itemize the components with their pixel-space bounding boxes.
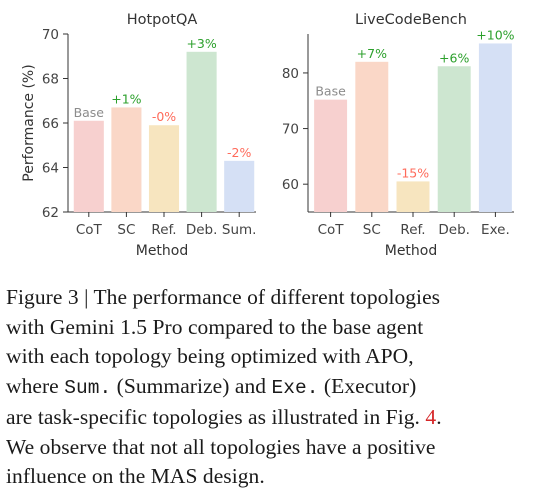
bar-data-label: -0% [152,109,176,124]
x-tick-label: SC [363,222,381,238]
x-tick-label: Ref. [151,222,176,238]
x-tick-label: SC [117,222,135,238]
bar-data-label: -15% [397,165,429,180]
caption-line-5: are task-specific topologies as illustra… [6,405,442,429]
y-tick-label: 66 [42,116,59,132]
caption-line-6: We observe that not all topologies have … [6,434,436,459]
bar [314,99,348,212]
chart-title: LiveCodeBench [355,12,467,28]
bar-data-label: Base [74,105,105,120]
y-tick-label: 62 [42,205,59,221]
code-sum: Sum. [64,376,112,399]
bar [73,120,104,212]
caption-line-7: influence on the MAS design. [6,464,265,488]
x-axis-label: Method [136,243,189,259]
x-tick-label: CoT [76,222,103,238]
bar [355,61,389,212]
y-tick-label: 68 [42,72,59,88]
bar [396,181,430,212]
y-tick-label: 60 [282,177,299,193]
y-axis-label: Performance (%) [21,64,37,181]
x-tick-label: CoT [318,222,345,238]
y-tick-label: 80 [282,66,299,82]
figure-label: Figure 3 | [6,285,94,309]
caption-line-1: Figure 3 | The performance of different … [6,285,441,309]
caption-line-4: where Sum. (Summarize) and Exe. (Executo… [6,373,417,399]
bar-data-label: +6% [439,50,469,65]
charts-figure: HotpotQA 62 64 66 68 70 Performance (%) Base CoT… [21,12,515,259]
y-tick-label: 64 [42,161,59,177]
figure-reference-link[interactable]: 4 [425,405,437,429]
x-axis-label: Method [385,243,438,259]
chart-title: HotpotQA [127,12,198,28]
bar [224,160,255,212]
figure-caption: Figure 3 | The performance of different … [6,283,530,492]
x-tick-label: Ref. [400,222,425,238]
x-tick-label: Deb. [186,222,218,238]
bar-data-label: +1% [111,91,141,106]
y-tick-label: 70 [42,27,59,43]
caption-line-2: with Gemini 1.5 Pro compared to the base… [6,314,424,339]
x-tick-label: Deb. [438,222,470,238]
y-tick-label: 70 [282,122,299,138]
bar [437,66,471,212]
bar [148,125,180,212]
bar-data-label: Base [315,84,346,99]
x-tick-label: Exe. [481,222,510,238]
bar [186,51,217,212]
code-exe: Exe. [271,376,319,399]
bar-data-label: +10% [476,27,514,42]
bar-data-label: +7% [357,46,387,61]
x-tick-label: Sum. [222,222,257,238]
caption-line-3: with each topology being optimized with … [6,344,414,368]
bar-data-label: +3% [186,36,216,51]
bar [111,107,142,212]
bar [478,43,512,212]
bar-data-label: -2% [227,145,251,160]
